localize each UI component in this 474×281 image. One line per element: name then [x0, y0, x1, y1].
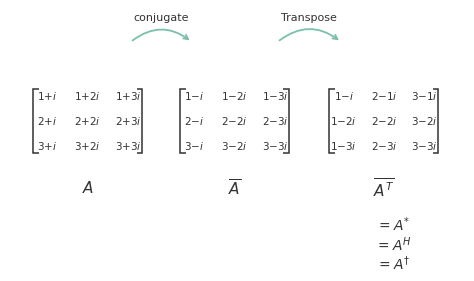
Text: $1{-}i$: $1{-}i$: [184, 90, 204, 101]
Text: $= A^{\dagger}$: $= A^{\dagger}$: [376, 255, 410, 273]
Text: $3{-}i$: $3{-}i$: [184, 140, 204, 152]
Text: $2{+}3i$: $2{+}3i$: [115, 115, 141, 127]
Text: $3{-}3i$: $3{-}3i$: [411, 140, 438, 152]
Text: Transpose: Transpose: [282, 13, 337, 23]
Text: $1{+}2i$: $1{+}2i$: [74, 90, 101, 101]
Text: $2{-}2i$: $2{-}2i$: [221, 115, 248, 127]
Text: $3{-}3i$: $3{-}3i$: [262, 140, 288, 152]
Text: $\overline{A^{T}}$: $\overline{A^{T}}$: [373, 177, 395, 200]
Text: $1{-}2i$: $1{-}2i$: [221, 90, 248, 101]
FancyArrowPatch shape: [133, 30, 188, 40]
Text: $3{+}i$: $3{+}i$: [37, 140, 57, 152]
Text: $1{+}i$: $1{+}i$: [37, 90, 57, 101]
Text: $2{+}2i$: $2{+}2i$: [74, 115, 101, 127]
Text: $3{-}2i$: $3{-}2i$: [411, 115, 438, 127]
Text: $3{-}2i$: $3{-}2i$: [221, 140, 248, 152]
Text: conjugate: conjugate: [133, 13, 189, 23]
Text: $A$: $A$: [82, 180, 94, 196]
Text: $3{+}3i$: $3{+}3i$: [115, 140, 141, 152]
Text: $1{+}3i$: $1{+}3i$: [115, 90, 141, 101]
Text: $3{+}2i$: $3{+}2i$: [74, 140, 101, 152]
Text: $3{-}1i$: $3{-}1i$: [411, 90, 438, 101]
Text: $2{-}i$: $2{-}i$: [184, 115, 204, 127]
Text: $2{-}2i$: $2{-}2i$: [371, 115, 397, 127]
Text: $1{-}2i$: $1{-}2i$: [330, 115, 357, 127]
Text: $1{-}i$: $1{-}i$: [334, 90, 354, 101]
FancyArrowPatch shape: [280, 29, 337, 40]
Text: $2{-}3i$: $2{-}3i$: [262, 115, 288, 127]
Text: $= A^{H}$: $= A^{H}$: [375, 235, 412, 254]
Text: $2{-}1i$: $2{-}1i$: [371, 90, 397, 101]
Text: $2{+}i$: $2{+}i$: [37, 115, 57, 127]
Text: $\overline{A}$: $\overline{A}$: [228, 178, 241, 198]
Text: $2{-}3i$: $2{-}3i$: [371, 140, 397, 152]
Text: $1{-}3i$: $1{-}3i$: [262, 90, 288, 101]
Text: $1{-}3i$: $1{-}3i$: [330, 140, 357, 152]
Text: $= A^{*}$: $= A^{*}$: [376, 216, 410, 234]
